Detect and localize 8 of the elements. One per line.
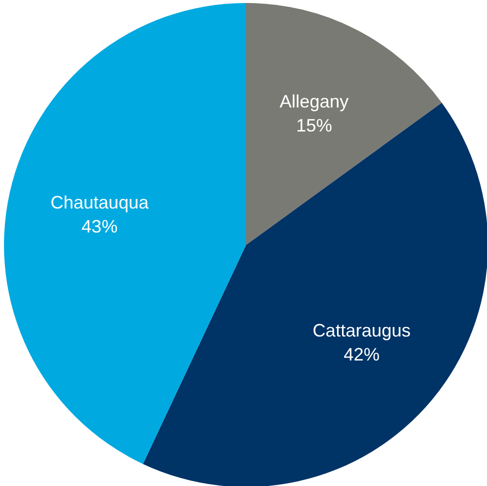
data-label: 43%: [82, 216, 118, 236]
data-label: 42%: [344, 344, 380, 365]
slice-label: Allegany: [280, 91, 349, 112]
slice-label: Cattaraugus: [312, 320, 411, 341]
pie-slice: [4, 3, 246, 464]
slice-label: Chautauqua: [50, 192, 150, 212]
pie-slice: [246, 3, 442, 245]
data-label: 15%: [296, 115, 332, 136]
